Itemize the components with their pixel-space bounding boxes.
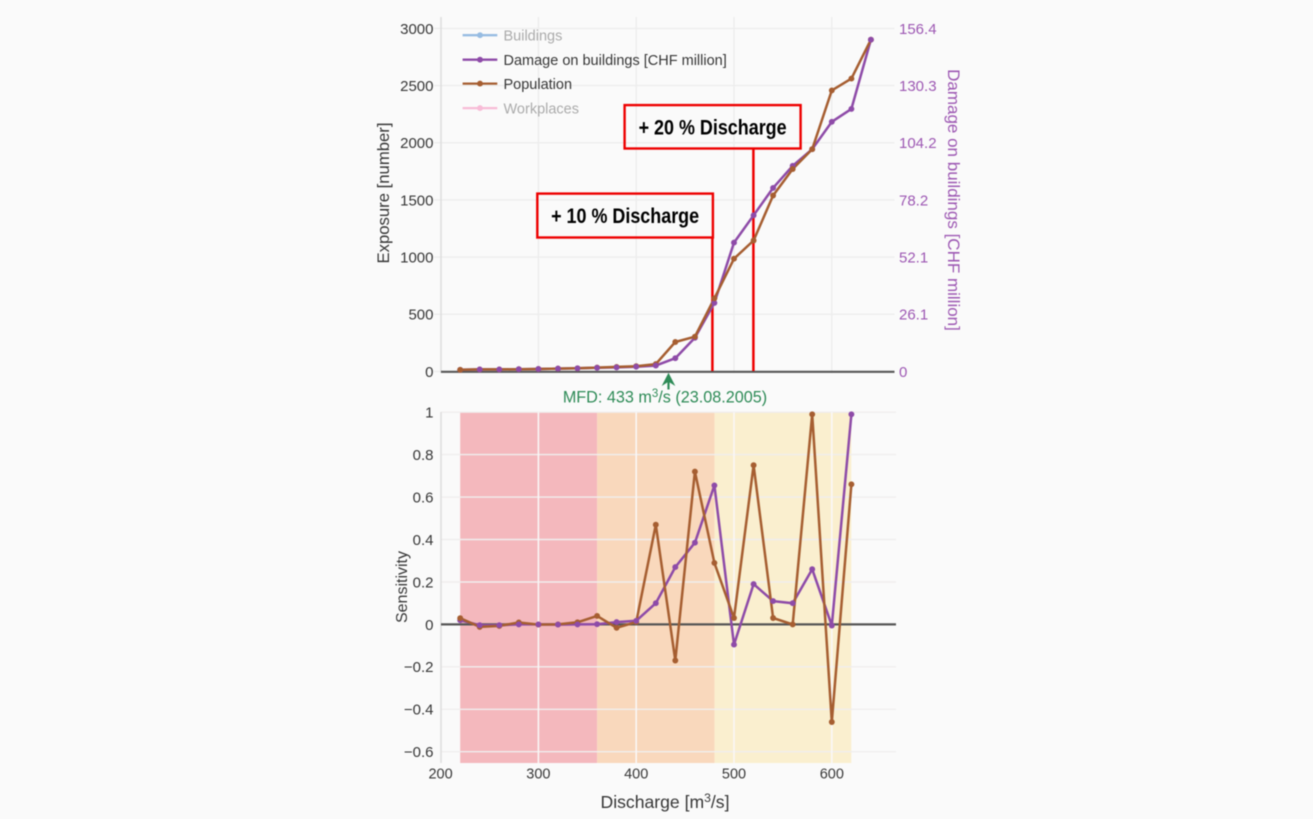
svg-text:400: 400 bbox=[624, 767, 648, 783]
svg-text:+ 10 % Discharge: + 10 % Discharge bbox=[551, 205, 699, 228]
svg-text:2500: 2500 bbox=[400, 78, 433, 95]
svg-text:500: 500 bbox=[722, 767, 746, 783]
svg-text:0: 0 bbox=[425, 364, 433, 381]
svg-text:130.3: 130.3 bbox=[899, 78, 937, 95]
svg-text:Damage on buildings [CHF milli: Damage on buildings [CHF million] bbox=[944, 69, 963, 331]
svg-text:600: 600 bbox=[820, 767, 844, 783]
svg-text:2000: 2000 bbox=[400, 135, 433, 152]
svg-text:0.2: 0.2 bbox=[413, 574, 434, 591]
svg-text:Discharge [m3/s]: Discharge [m3/s] bbox=[601, 791, 730, 812]
svg-text:0: 0 bbox=[899, 364, 907, 381]
svg-text:−0.6: −0.6 bbox=[404, 744, 434, 761]
svg-text:26.1: 26.1 bbox=[899, 307, 928, 324]
svg-text:0: 0 bbox=[425, 617, 433, 634]
svg-text:−0.4: −0.4 bbox=[404, 702, 434, 719]
svg-text:52.1: 52.1 bbox=[899, 250, 928, 267]
svg-text:200: 200 bbox=[428, 767, 452, 783]
svg-text:Workplaces: Workplaces bbox=[504, 101, 579, 117]
svg-text:−0.2: −0.2 bbox=[404, 659, 434, 676]
svg-text:156.4: 156.4 bbox=[899, 21, 937, 38]
svg-text:78.2: 78.2 bbox=[899, 192, 928, 209]
svg-text:Population: Population bbox=[504, 77, 573, 93]
svg-text:300: 300 bbox=[526, 767, 550, 783]
svg-text:3000: 3000 bbox=[400, 21, 433, 38]
svg-text:Damage on buildings [CHF milli: Damage on buildings [CHF million] bbox=[504, 53, 727, 69]
svg-text:+ 20 % Discharge: + 20 % Discharge bbox=[639, 117, 787, 140]
svg-text:MFD: 433 m3/s (23.08.2005): MFD: 433 m3/s (23.08.2005) bbox=[563, 388, 767, 407]
svg-text:Exposure [number]: Exposure [number] bbox=[374, 123, 393, 264]
svg-text:1: 1 bbox=[425, 405, 433, 422]
svg-text:1000: 1000 bbox=[400, 250, 433, 267]
svg-text:Buildings: Buildings bbox=[504, 28, 563, 44]
svg-text:0.8: 0.8 bbox=[413, 447, 434, 464]
svg-text:0.6: 0.6 bbox=[413, 490, 434, 507]
svg-text:500: 500 bbox=[408, 307, 433, 324]
svg-text:0.4: 0.4 bbox=[413, 532, 434, 549]
svg-text:1500: 1500 bbox=[400, 192, 433, 209]
svg-text:Sensitivity: Sensitivity bbox=[394, 551, 411, 623]
svg-text:104.2: 104.2 bbox=[899, 135, 937, 152]
